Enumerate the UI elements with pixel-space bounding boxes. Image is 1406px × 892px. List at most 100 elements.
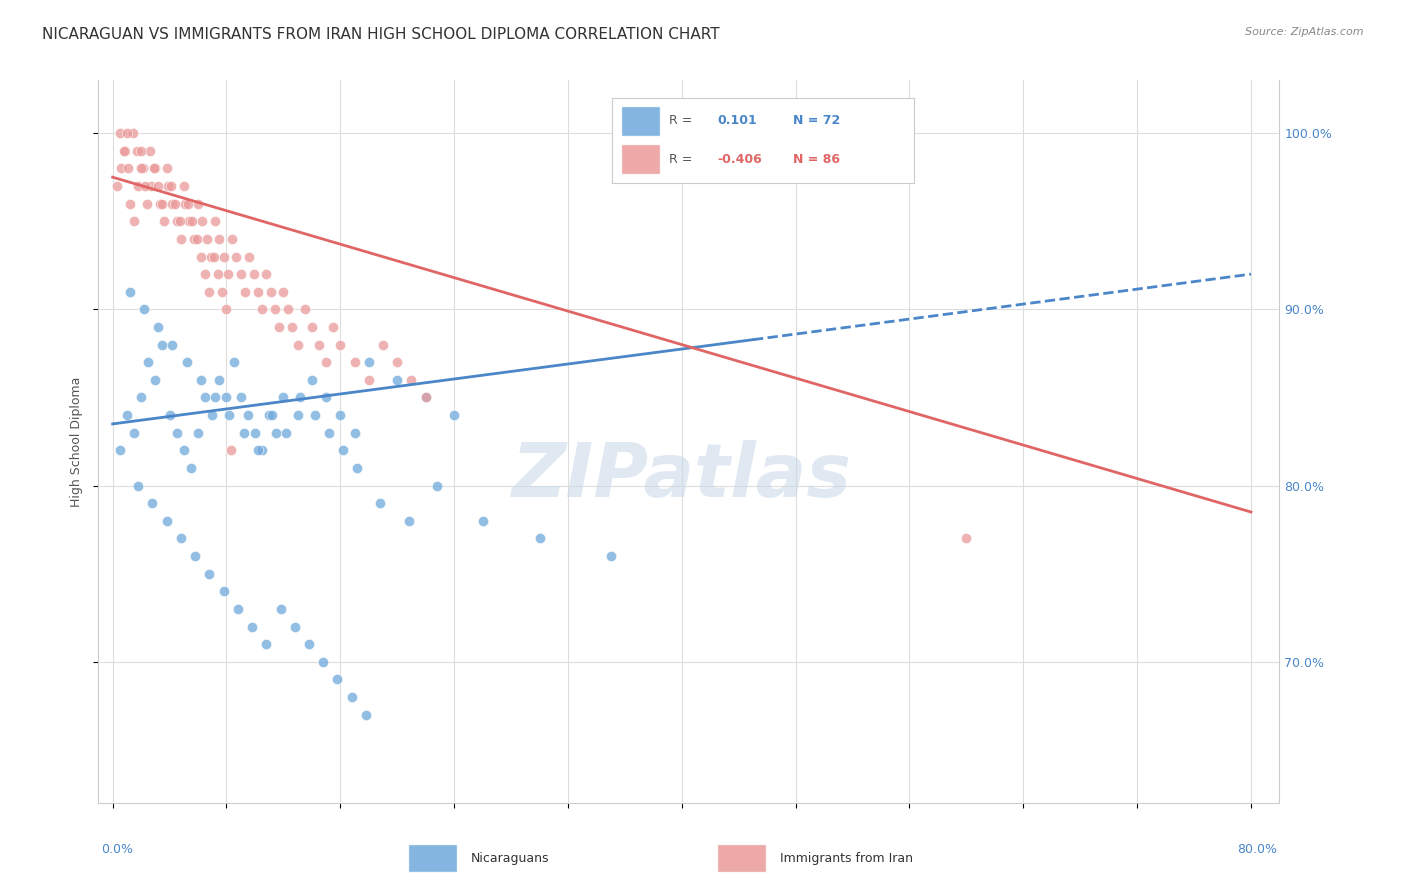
Point (159, 408, 181, 422)
Point (108, 126, 131, 140)
Point (529, 532, 551, 546)
Point (166, 425, 188, 440)
Point (225, 250, 247, 264)
Point (250, 302, 273, 317)
Point (194, 267, 217, 281)
Y-axis label: High School Diploma: High School Diploma (70, 376, 83, 507)
Point (129, 144, 152, 158)
Point (260, 408, 283, 422)
Text: Immigrants from Iran: Immigrants from Iran (780, 852, 914, 864)
Point (273, 285, 295, 299)
Point (118, 285, 141, 299)
Point (179, 214, 201, 228)
Point (246, 443, 269, 458)
Point (219, 443, 242, 458)
Point (242, 267, 264, 281)
Point (115, 126, 138, 140)
Text: 0.0%: 0.0% (101, 843, 134, 856)
Point (129, 161, 152, 176)
Point (426, 478, 449, 492)
Point (304, 408, 326, 422)
Point (332, 443, 354, 458)
Point (153, 214, 176, 228)
Text: Nicaraguans: Nicaraguans (471, 852, 550, 864)
Point (191, 214, 214, 228)
Text: 0.101: 0.101 (717, 114, 758, 128)
Point (114, 144, 136, 158)
Point (118, 196, 141, 211)
Point (269, 320, 291, 334)
Point (149, 196, 172, 211)
Point (250, 443, 273, 458)
Text: Source: ZipAtlas.com: Source: ZipAtlas.com (1246, 27, 1364, 37)
Point (204, 214, 226, 228)
Point (343, 355, 366, 369)
Point (143, 161, 166, 176)
Point (142, 161, 165, 176)
Point (134, 179, 156, 194)
Point (368, 496, 391, 510)
Point (190, 250, 212, 264)
Point (110, 161, 132, 176)
Point (415, 391, 437, 405)
Point (121, 126, 143, 140)
Point (187, 425, 209, 440)
Point (276, 425, 298, 440)
Point (229, 391, 252, 405)
Point (340, 690, 363, 704)
Point (329, 337, 352, 351)
Point (127, 179, 149, 194)
Point (194, 391, 217, 405)
Text: -0.406: -0.406 (717, 153, 762, 166)
Point (143, 373, 166, 387)
Point (211, 285, 233, 299)
Point (198, 285, 221, 299)
Point (471, 514, 494, 528)
Point (266, 425, 288, 440)
Point (184, 549, 207, 563)
Point (401, 373, 423, 387)
Point (322, 320, 344, 334)
Point (301, 320, 323, 334)
Point (343, 425, 366, 440)
Text: N = 86: N = 86 (793, 153, 839, 166)
Point (346, 461, 368, 475)
Point (371, 337, 394, 351)
FancyBboxPatch shape (620, 144, 659, 175)
Point (115, 408, 138, 422)
Point (174, 196, 197, 211)
Point (152, 196, 174, 211)
Point (122, 425, 145, 440)
Point (233, 285, 256, 299)
Point (246, 285, 269, 299)
Point (215, 391, 238, 405)
FancyBboxPatch shape (620, 106, 659, 136)
Point (173, 443, 195, 458)
Point (259, 285, 281, 299)
Point (131, 161, 153, 176)
Point (125, 144, 148, 158)
Point (273, 391, 295, 405)
Text: ZIPatlas: ZIPatlas (512, 441, 852, 513)
Text: N = 72: N = 72 (793, 114, 841, 128)
Point (162, 196, 184, 211)
Point (108, 443, 131, 458)
Point (354, 707, 377, 722)
Point (215, 302, 238, 317)
Point (187, 196, 209, 211)
Point (281, 320, 304, 334)
Point (152, 337, 174, 351)
Point (326, 673, 349, 687)
Point (135, 196, 157, 211)
Point (387, 373, 409, 387)
Point (160, 179, 183, 194)
Point (165, 196, 187, 211)
Point (226, 602, 249, 616)
Point (357, 373, 380, 387)
Point (112, 144, 135, 158)
Point (298, 637, 321, 651)
Point (170, 532, 193, 546)
Point (240, 619, 263, 633)
Point (308, 337, 330, 351)
Text: R =: R = (669, 114, 692, 128)
